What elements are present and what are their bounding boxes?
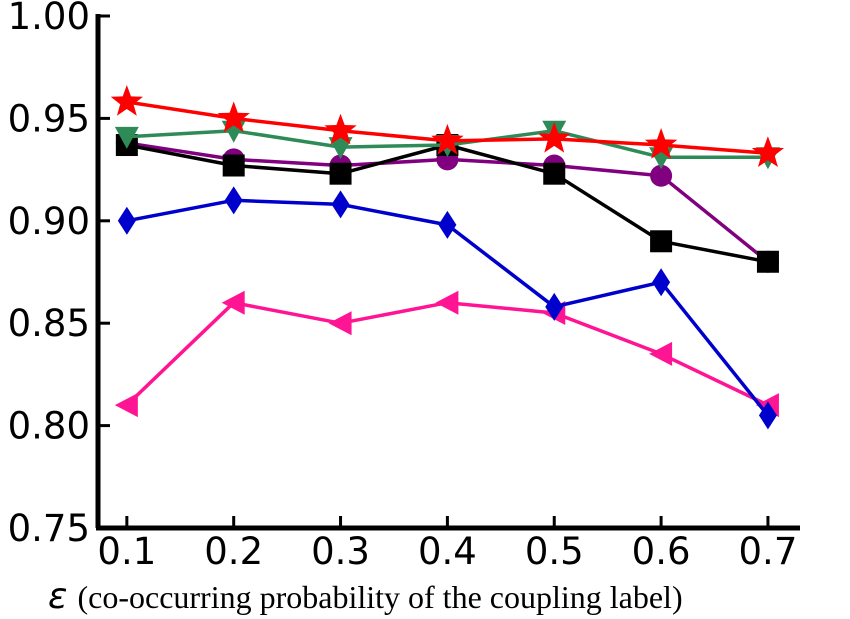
y-tick-label: 0.80 — [8, 405, 90, 448]
marker-square — [223, 155, 245, 177]
marker-diamond — [438, 211, 456, 239]
y-tick-label: 0.95 — [8, 97, 90, 140]
x-tick-label: 0.2 — [204, 530, 263, 573]
marker-triangle-left — [329, 311, 352, 335]
marker-square — [543, 163, 565, 185]
marker-triangle-left — [115, 393, 138, 417]
x-tick-label: 0.3 — [311, 530, 370, 573]
series-layer — [111, 85, 784, 429]
y-tick-label: 1.00 — [8, 0, 90, 38]
y-tick-label: 0.85 — [8, 302, 90, 345]
axes — [96, 14, 800, 528]
marker-star — [538, 122, 570, 153]
x-tick-label: 0.6 — [632, 530, 691, 573]
x-tick-label: 0.5 — [525, 530, 584, 573]
line-chart: 0.75 0.80 0.85 0.90 0.95 1.00 0.1 0.2 0.3 0.4 0.5… — [0, 0, 850, 619]
marker-diamond — [332, 190, 350, 218]
y-tick-label: 0.75 — [8, 507, 90, 550]
marker-triangle-left — [649, 342, 672, 366]
series-triangle-left — [115, 291, 779, 417]
x-tick-label: 0.1 — [97, 530, 156, 573]
x-axis-label-text: (co-occurring probability of the couplin… — [77, 579, 682, 615]
x-axis-ticks: 0.1 0.2 0.3 0.4 0.5 0.6 0.7 — [97, 516, 797, 573]
x-axis-label-symbol: ε — [48, 576, 67, 617]
x-tick-label: 0.4 — [418, 530, 477, 573]
marker-diamond — [225, 186, 243, 214]
marker-square — [757, 251, 779, 273]
marker-square — [330, 163, 352, 185]
marker-diamond — [118, 207, 136, 235]
y-axis-ticks: 0.75 0.80 0.85 0.90 0.95 1.00 — [8, 0, 110, 550]
marker-square — [650, 230, 672, 252]
marker-star — [111, 85, 143, 116]
x-axis-label: ε (co-occurring probability of the coupli… — [48, 576, 683, 617]
x-tick-label: 0.7 — [739, 530, 798, 573]
marker-triangle-left — [435, 291, 458, 315]
y-tick-label: 0.90 — [8, 200, 90, 243]
